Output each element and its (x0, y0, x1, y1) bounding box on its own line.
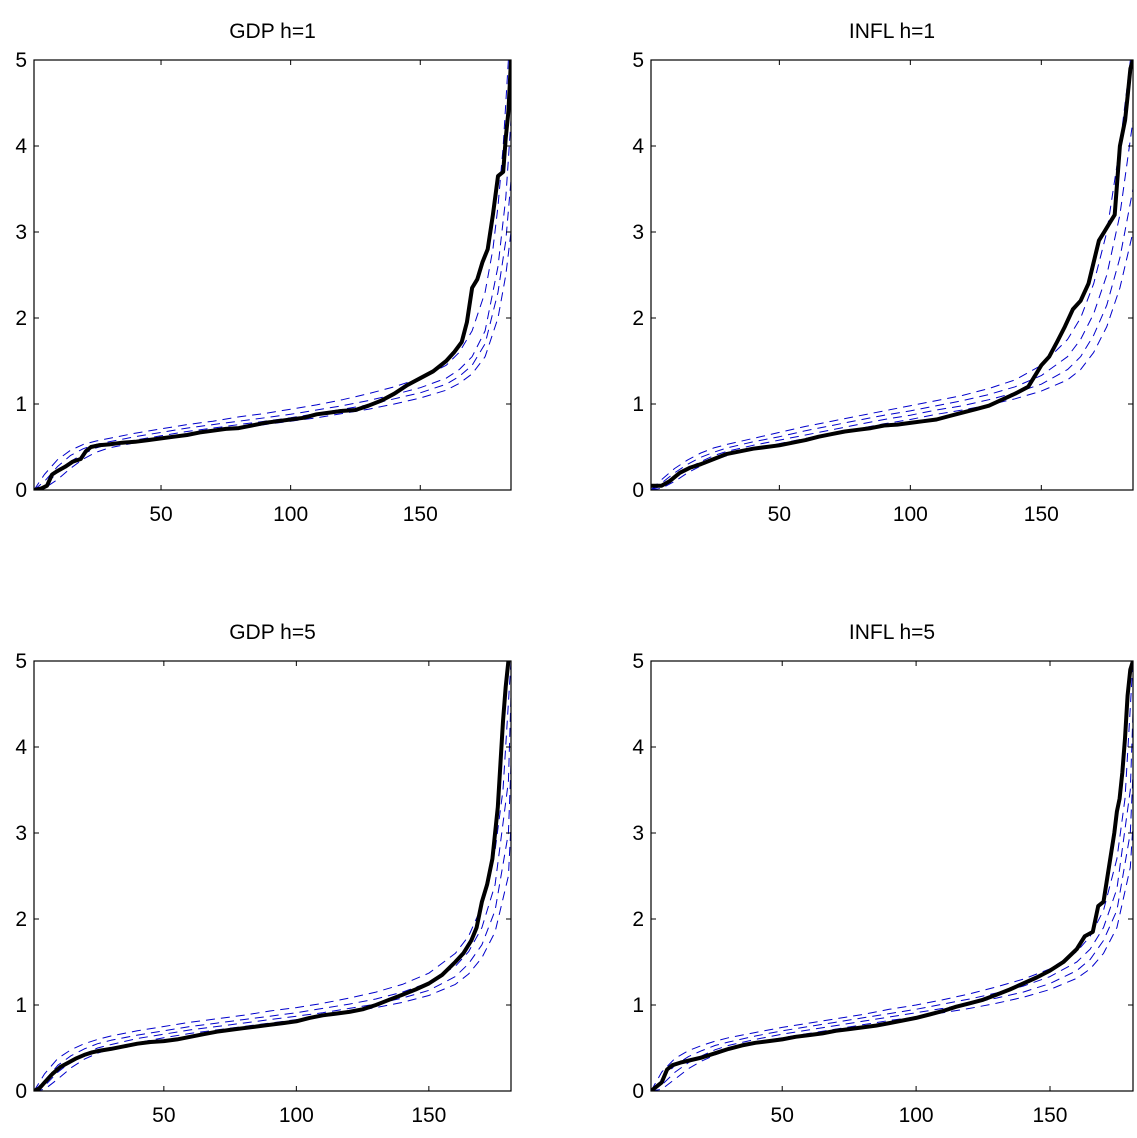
interval-band-line (651, 712, 1133, 1091)
interval-band-line (651, 231, 1133, 490)
plot-area (651, 60, 1133, 490)
y-tick-label: 4 (632, 736, 644, 759)
axes-box (33, 660, 512, 1092)
panel-title: INFL h=1 (849, 20, 935, 43)
x-tick-label: 150 (411, 1104, 446, 1127)
interval-band-line (651, 60, 1131, 490)
y-tick-label: 2 (15, 908, 27, 931)
interval-band-line (34, 231, 511, 490)
interval-band-line (651, 120, 1133, 490)
y-tick-label: 3 (15, 221, 27, 244)
x-tick-label: 50 (771, 1104, 794, 1127)
y-tick-label: 0 (632, 1080, 644, 1103)
plot-area (34, 60, 511, 490)
interval-band-line (34, 824, 511, 1091)
y-tick-label: 3 (632, 221, 644, 244)
interval-band-line (651, 188, 1133, 490)
axes-box (650, 59, 1134, 491)
plot-area (34, 661, 511, 1091)
y-tick-label: 4 (15, 135, 27, 158)
y-tick-label: 5 (15, 49, 27, 72)
x-tick-label: 150 (1032, 1104, 1067, 1127)
axes-box (33, 59, 512, 491)
x-tick-label: 150 (1024, 503, 1059, 526)
y-tick-label: 1 (15, 994, 27, 1017)
x-tick-label: 100 (899, 1104, 934, 1127)
interval-band-line (651, 772, 1133, 1091)
y-tick-label: 5 (15, 650, 27, 673)
y-tick-label: 1 (632, 393, 644, 416)
y-tick-label: 2 (632, 307, 644, 330)
y-tick-label: 5 (632, 49, 644, 72)
axes-box (650, 660, 1134, 1092)
panel-3: GDP h=5 50 100 150 0 1 2 3 4 5 (15, 621, 512, 1127)
interval-band-line (34, 120, 511, 490)
y-tick-label: 4 (15, 736, 27, 759)
y-tick-label: 3 (632, 822, 644, 845)
realized-line (651, 661, 1133, 1091)
realized-line (34, 60, 511, 490)
x-tick-label: 50 (149, 503, 172, 526)
x-tick-label: 50 (152, 1104, 175, 1127)
interval-band-line (651, 824, 1133, 1091)
realized-line (34, 661, 511, 1091)
y-tick-label: 2 (15, 307, 27, 330)
x-tick-label: 150 (403, 503, 438, 526)
panel-title: GDP h=1 (229, 20, 316, 43)
panel-4: INFL h=5 50 100 150 0 1 2 3 4 5 (632, 621, 1134, 1127)
panel-2: INFL h=1 50 100 150 0 1 2 3 4 5 (632, 20, 1134, 526)
y-tick-label: 1 (15, 393, 27, 416)
x-tick-label: 50 (768, 503, 791, 526)
x-tick-label: 100 (273, 503, 308, 526)
y-tick-label: 5 (632, 650, 644, 673)
y-tick-label: 0 (632, 479, 644, 502)
y-tick-label: 0 (15, 479, 27, 502)
interval-band-line (34, 695, 511, 1091)
y-tick-label: 0 (15, 1080, 27, 1103)
interval-band-line (34, 764, 511, 1091)
y-tick-label: 4 (632, 135, 644, 158)
panel-title: GDP h=5 (229, 621, 316, 644)
interval-band-line (34, 661, 511, 1091)
y-tick-label: 3 (15, 822, 27, 845)
realized-line (651, 60, 1133, 488)
panel-1: GDP h=1 50 100 150 0 1 2 3 4 5 (15, 20, 512, 526)
plot-area (651, 661, 1133, 1091)
interval-band-line (34, 60, 509, 490)
x-tick-label: 100 (893, 503, 928, 526)
interval-band-line (651, 661, 1133, 1091)
y-tick-label: 2 (632, 908, 644, 931)
panel-title: INFL h=5 (849, 621, 935, 644)
x-tick-label: 100 (279, 1104, 314, 1127)
y-tick-label: 1 (632, 994, 644, 1017)
